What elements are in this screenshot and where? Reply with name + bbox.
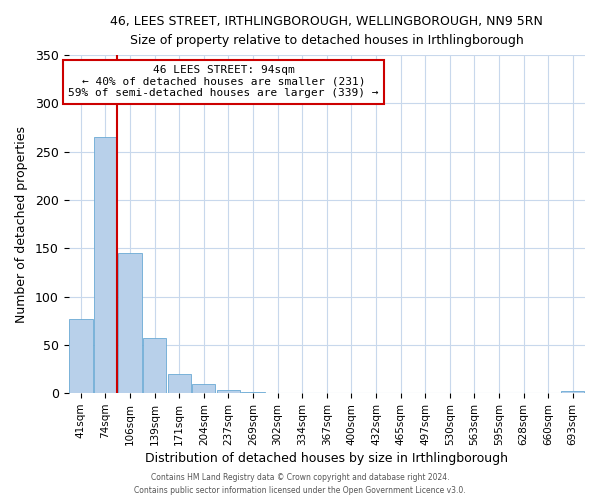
Bar bbox=[69, 319, 92, 393]
Bar bbox=[217, 390, 240, 393]
Bar bbox=[143, 338, 166, 393]
Y-axis label: Number of detached properties: Number of detached properties bbox=[15, 126, 28, 322]
Bar bbox=[118, 253, 142, 393]
Bar bbox=[561, 392, 584, 393]
Text: Contains HM Land Registry data © Crown copyright and database right 2024.
Contai: Contains HM Land Registry data © Crown c… bbox=[134, 474, 466, 495]
Title: 46, LEES STREET, IRTHLINGBOROUGH, WELLINGBOROUGH, NN9 5RN
Size of property relat: 46, LEES STREET, IRTHLINGBOROUGH, WELLIN… bbox=[110, 15, 543, 47]
Bar bbox=[94, 137, 117, 393]
Bar bbox=[192, 384, 215, 393]
Bar bbox=[167, 374, 191, 393]
Text: 46 LEES STREET: 94sqm
← 40% of detached houses are smaller (231)
59% of semi-det: 46 LEES STREET: 94sqm ← 40% of detached … bbox=[68, 66, 379, 98]
X-axis label: Distribution of detached houses by size in Irthlingborough: Distribution of detached houses by size … bbox=[145, 452, 508, 465]
Bar bbox=[241, 392, 265, 393]
